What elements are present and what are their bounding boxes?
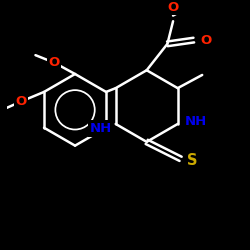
Text: NH: NH [185,115,208,128]
Text: O: O [168,1,179,14]
Text: O: O [16,95,27,108]
Text: O: O [200,34,212,46]
Text: O: O [49,56,60,69]
Text: S: S [187,153,198,168]
Text: NH: NH [90,122,112,135]
